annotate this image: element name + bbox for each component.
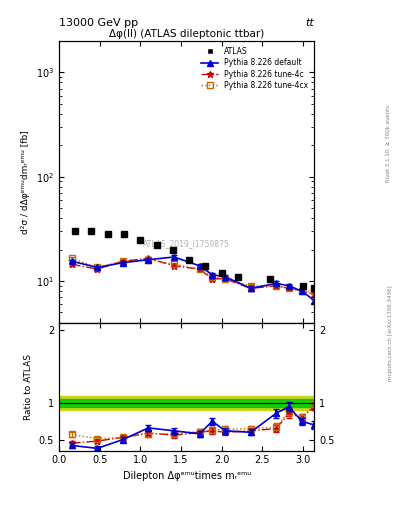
Text: tt: tt [306, 18, 314, 28]
Bar [59, 399, 314, 407]
Legend: ATLAS, Pythia 8.226 default, Pythia 8.226 tune-4c, Pythia 8.226 tune-4cx: ATLAS, Pythia 8.226 default, Pythia 8.22… [199, 45, 310, 92]
Text: Rivet 3.1.10, ≥ 300k events: Rivet 3.1.10, ≥ 300k events [386, 105, 391, 182]
Bar [59, 396, 314, 410]
Title: Δφ(ll) (ATLAS dileptonic ttbar): Δφ(ll) (ATLAS dileptonic ttbar) [109, 29, 264, 39]
X-axis label: Dilepton Δφᵉᵐᵘtimes mᵣᵉᵐᵘ: Dilepton Δφᵉᵐᵘtimes mᵣᵉᵐᵘ [123, 471, 251, 481]
Text: mcplots.cern.ch [arXiv:1306.3436]: mcplots.cern.ch [arXiv:1306.3436] [387, 285, 393, 380]
Text: 13000 GeV pp: 13000 GeV pp [59, 18, 138, 28]
Text: ATLAS_2019_I1759875: ATLAS_2019_I1759875 [143, 239, 230, 248]
Y-axis label: d²σ / dΔφᵉᵐᵘdmᵣᵉᵐᵘ [fb]: d²σ / dΔφᵉᵐᵘdmᵣᵉᵐᵘ [fb] [21, 130, 30, 233]
Y-axis label: Ratio to ATLAS: Ratio to ATLAS [24, 354, 33, 419]
